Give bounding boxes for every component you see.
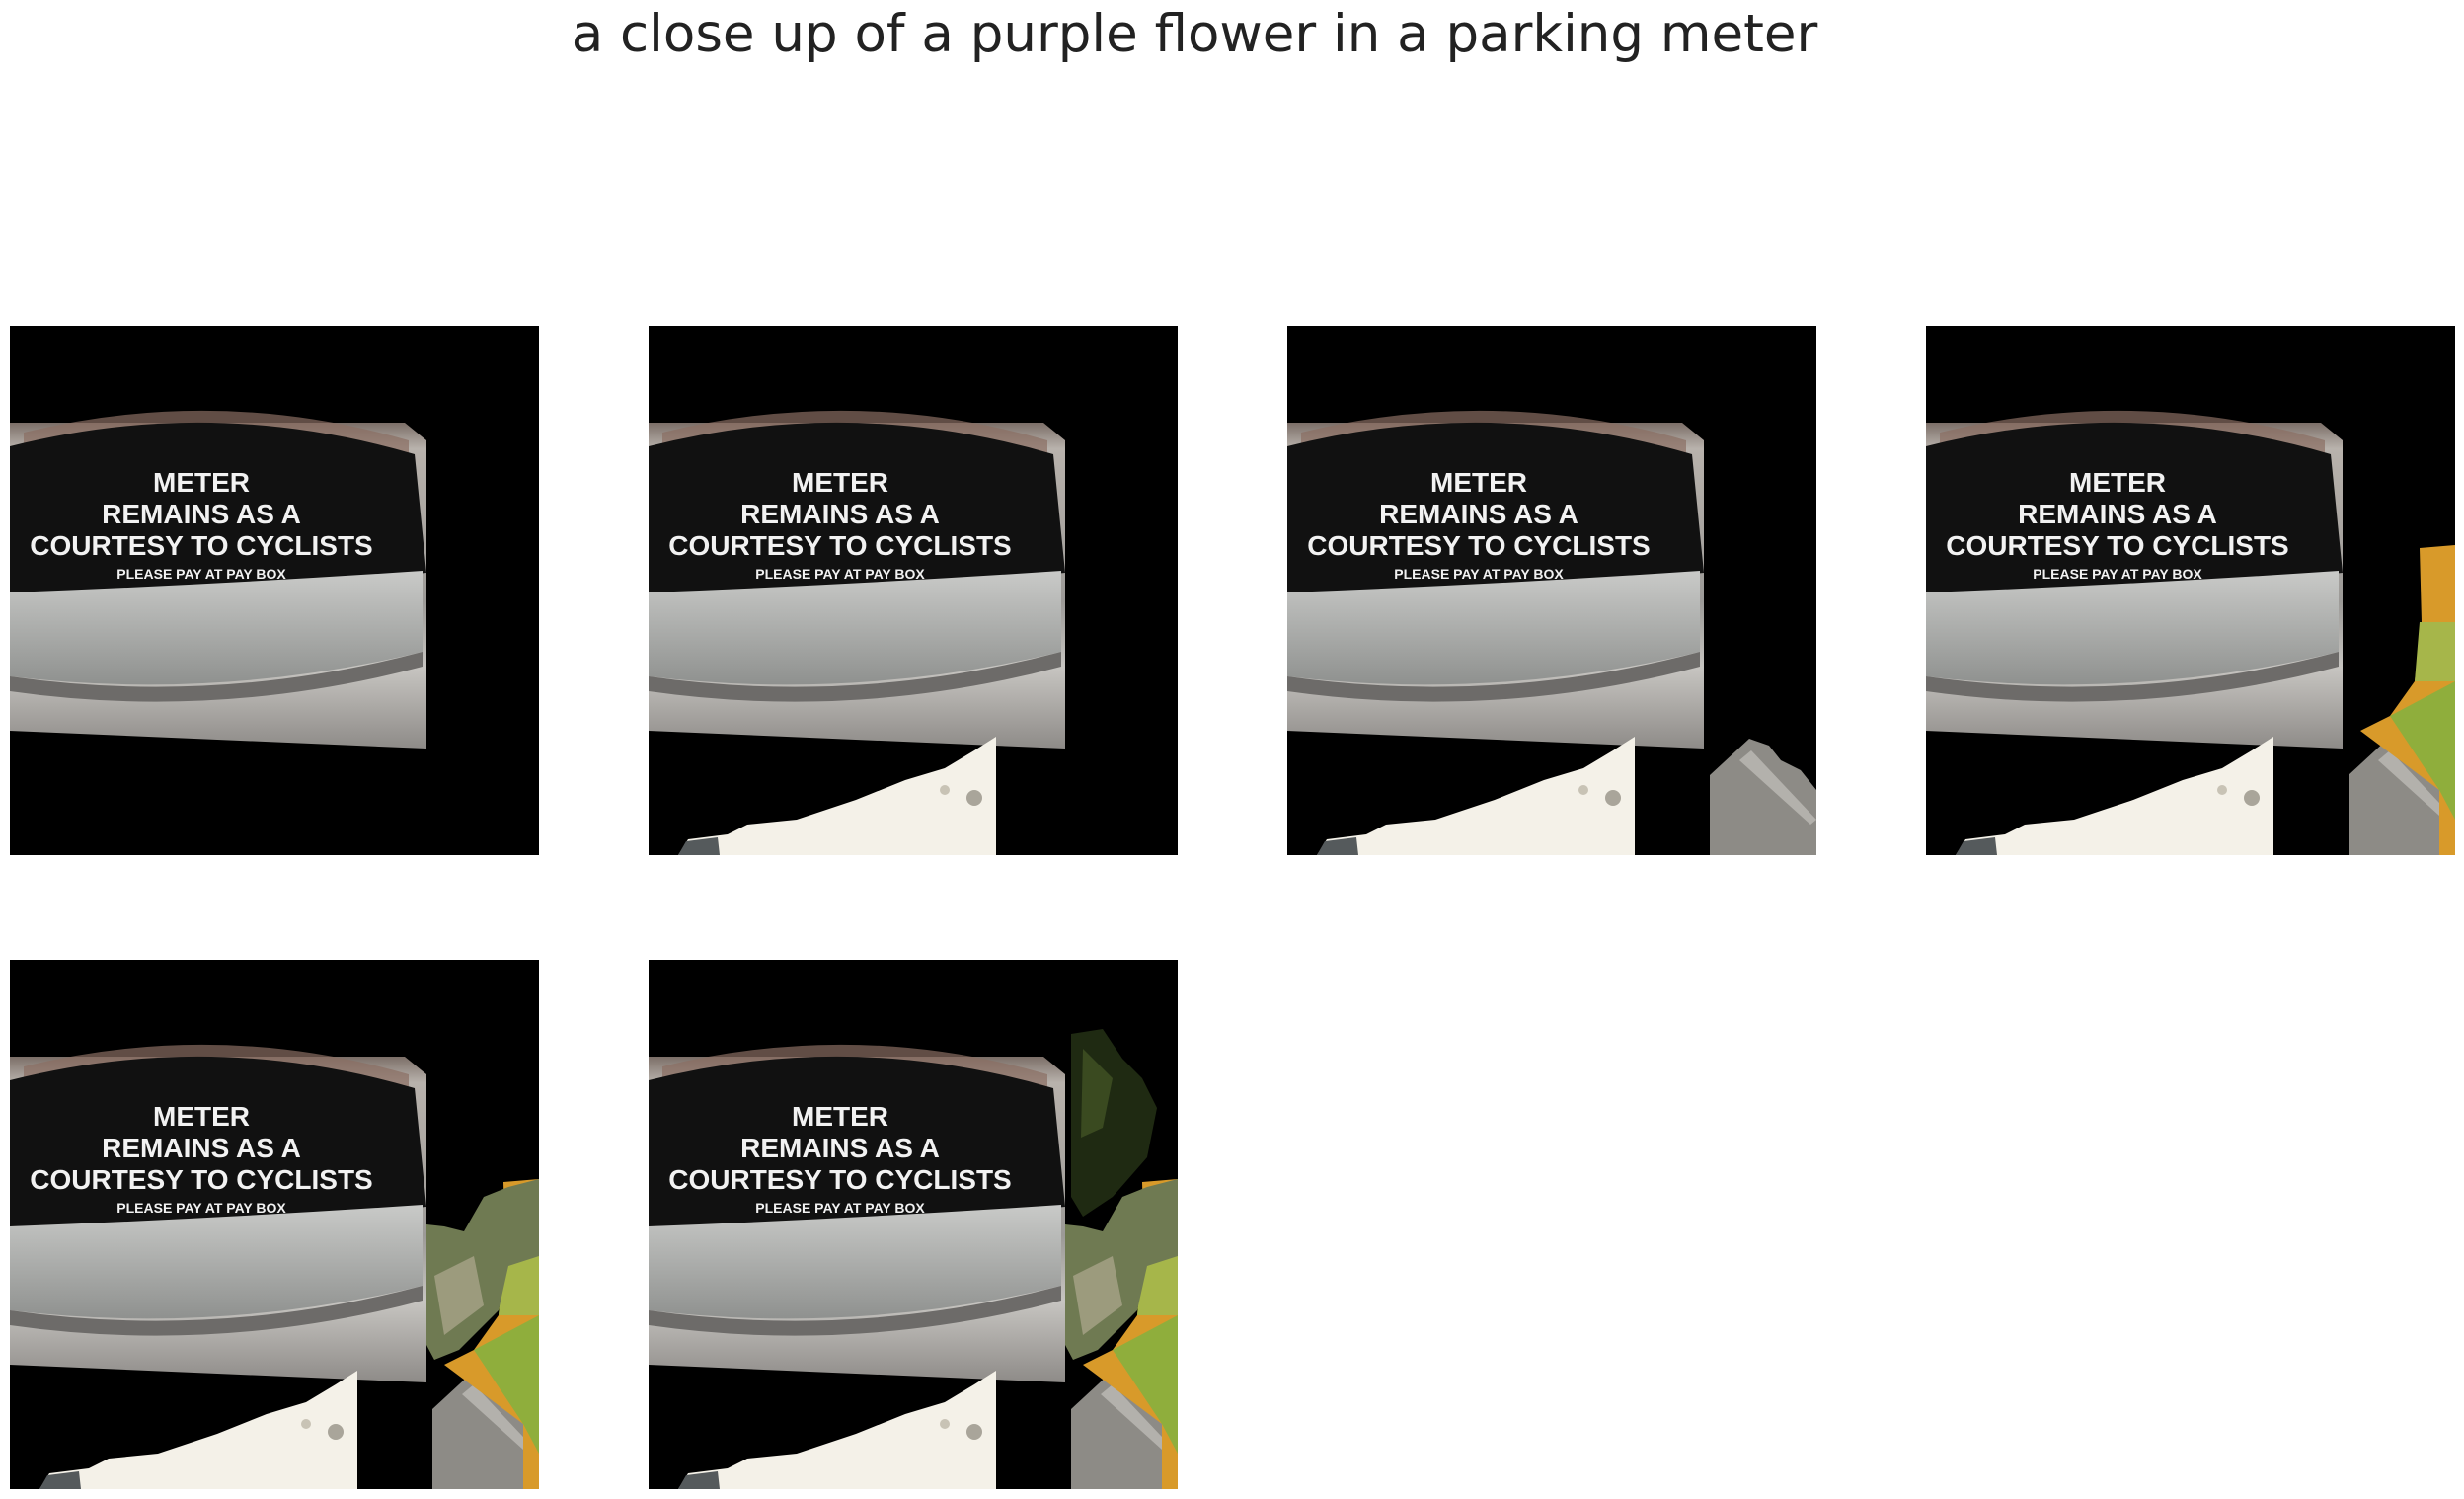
snow-segment [678,1371,996,1489]
sign-line-1: METER [2069,467,2166,498]
sign-line-3: COURTESY TO CYCLISTS [30,1164,372,1195]
panel-image: METER REMAINS AS A COURTESY TO CYCLISTS … [1926,410,2455,855]
parking-meter-segment: METER REMAINS AS A COURTESY TO CYCLISTS … [1926,410,2343,749]
foliage-segment [1065,1179,1178,1360]
sign-line-2: REMAINS AS A [740,1133,940,1163]
image-panel-2: METER REMAINS AS A COURTESY TO CYCLISTS … [649,326,1178,855]
image-panel-3: METER REMAINS AS A COURTESY TO CYCLISTS … [1287,326,1816,855]
sign-line-3: COURTESY TO CYCLISTS [1946,530,2288,561]
sign-line-4: PLEASE PAY AT PAY BOX [755,1200,925,1216]
sign-line-3: COURTESY TO CYCLISTS [668,530,1011,561]
snow-segment [39,1371,357,1489]
panel-image: METER REMAINS AS A COURTESY TO CYCLISTS … [649,410,1065,855]
sign-line-1: METER [153,467,250,498]
foliage-segment [426,1179,539,1360]
snow-segment [1317,737,1635,855]
snow-segment [1956,737,2273,855]
panel-image: METER REMAINS AS A COURTESY TO CYCLISTS … [10,1044,539,1489]
image-panel-4: METER REMAINS AS A COURTESY TO CYCLISTS … [1926,326,2455,855]
sign-line-3: COURTESY TO CYCLISTS [668,1164,1011,1195]
sign-line-2: REMAINS AS A [102,499,301,529]
parking-meter-segment: METER REMAINS AS A COURTESY TO CYCLISTS … [10,410,426,749]
sign-line-2: REMAINS AS A [102,1133,301,1163]
sign-line-1: METER [153,1101,250,1132]
snow-segment [678,737,996,855]
figure-title: a close up of a purple flower in a parki… [571,4,1818,64]
parking-meter-segment: METER REMAINS AS A COURTESY TO CYCLISTS … [10,1044,426,1382]
sign-line-1: METER [792,467,888,498]
image-panel-5: METER REMAINS AS A COURTESY TO CYCLISTS … [10,960,539,1489]
sign-line-4: PLEASE PAY AT PAY BOX [1394,566,1564,582]
sign-line-4: PLEASE PAY AT PAY BOX [755,566,925,582]
sign-line-4: PLEASE PAY AT PAY BOX [2033,566,2202,582]
image-panel-6: METER REMAINS AS A COURTESY TO CYCLISTS … [649,960,1178,1489]
panel-image: METER REMAINS AS A COURTESY TO CYCLISTS … [1287,410,1816,855]
sign-line-3: COURTESY TO CYCLISTS [30,530,372,561]
parking-meter-segment: METER REMAINS AS A COURTESY TO CYCLISTS … [649,410,1065,749]
panel-image: METER REMAINS AS A COURTESY TO CYCLISTS … [10,410,426,749]
sign-line-2: REMAINS AS A [1379,499,1578,529]
parking-meter-segment: METER REMAINS AS A COURTESY TO CYCLISTS … [1287,410,1704,749]
sign-line-3: COURTESY TO CYCLISTS [1307,530,1650,561]
sign-line-1: METER [1430,467,1527,498]
image-panel-1: METER REMAINS AS A COURTESY TO CYCLISTS … [10,326,539,855]
sign-line-1: METER [792,1101,888,1132]
leaves-top-segment [1071,1029,1157,1217]
sign-line-4: PLEASE PAY AT PAY BOX [116,1200,286,1216]
parking-meter-segment: METER REMAINS AS A COURTESY TO CYCLISTS … [649,1044,1065,1382]
sign-line-4: PLEASE PAY AT PAY BOX [116,566,286,582]
panel-image: METER REMAINS AS A COURTESY TO CYCLISTS … [649,1029,1178,1489]
sign-line-2: REMAINS AS A [740,499,940,529]
sign-line-2: REMAINS AS A [2018,499,2217,529]
flower-segment [2360,545,2455,855]
pavement-segment [1710,739,1816,855]
